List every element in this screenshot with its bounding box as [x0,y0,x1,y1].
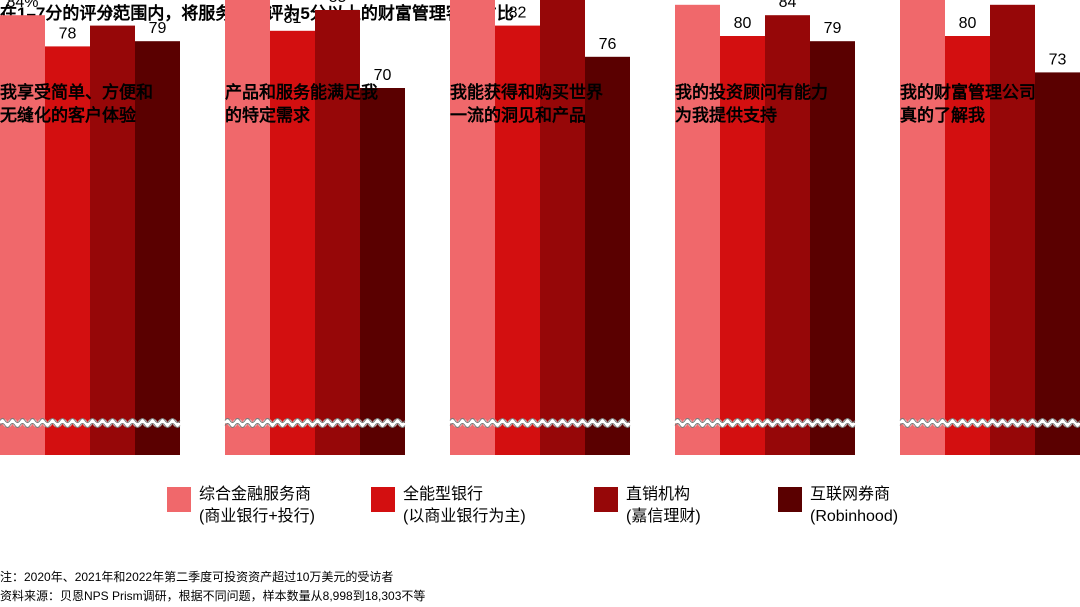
data-label: 86 [689,0,707,1]
panel-title: 我享受简单、方便和 无缝化的客户体验 [0,83,153,125]
data-label: 84 [779,0,797,11]
data-label: 79 [149,20,167,37]
axis-break-line [449,423,631,428]
legend-sublabel: (嘉信理财) [626,508,701,525]
bar-universal-bank [270,30,315,456]
axis-break-line [224,423,406,428]
panel-title: 产品和服务能满足我 的特定需求 [225,83,378,125]
legend-label: 综合金融服务商 [199,486,312,503]
axis-break-line [224,418,406,423]
legend-sublabel: (Robinhood) [810,508,899,525]
bar-direct-seller [90,25,135,455]
legend-label: 互联网券商 [810,486,891,503]
legend-label: 直销机构 [626,486,691,503]
data-label: 80 [959,15,977,32]
data-label: 82 [509,5,527,22]
bar-online-broker [1035,72,1080,456]
axis-break-line [674,418,856,423]
axis-break-line [899,423,1080,428]
axis-break-band [897,418,1080,428]
axis-break-line [0,423,181,428]
legend-sublabel: (商业银行+投行) [199,508,316,525]
data-label: 82 [104,5,122,22]
bar-direct-seller [540,0,585,456]
bar-online-broker [810,41,855,455]
legend-swatch [167,487,191,512]
data-label: 73 [1049,51,1067,68]
legend-swatch [594,487,618,512]
axis-break-line [449,418,631,423]
axis-break-line [0,418,181,423]
axis-break-band [672,418,858,428]
axis-break-band [0,418,183,428]
bar-integrated-provider [0,15,45,455]
panel-title: 我的投资顾问有能力 为我提供支持 [675,83,828,125]
bar-chart: 84%7882798781857090828876868084798980867… [0,0,1080,456]
panel-title: 我能获得和购买世界 一流的洞见和产品 [450,83,603,125]
footnote: 注：2020年、2021年和2022年第二季度可投资资产超过10万美元的受访者 [0,570,394,584]
axis-break-line [674,423,856,428]
legend-swatch [778,487,802,512]
bar-integrated-provider [675,4,720,456]
bar-direct-seller [315,10,360,455]
bar-online-broker [360,88,405,455]
data-label: 76 [599,36,617,53]
axis-break-band [222,418,408,428]
source-note: 资料来源：贝恩NPS Prism调研，根据不同问题，样本数量从8,998到18,… [0,589,426,603]
data-label: 79 [824,20,842,37]
data-label: 80 [734,15,752,32]
axis-break-band [447,418,633,428]
bar-universal-bank [720,36,765,455]
data-label: 78 [59,25,77,42]
legend-label: 全能型银行 [403,486,484,503]
bar-integrated-provider [450,0,495,455]
bar-universal-bank [945,36,990,455]
legend-swatch [371,487,395,512]
legend-sublabel: (以商业银行为主) [403,508,526,525]
panel-title: 我的财富管理公司 真的了解我 [900,83,1036,125]
data-label: 84% [6,0,38,11]
bar-universal-bank [495,25,540,455]
bar-direct-seller [765,15,810,455]
bar-direct-seller [990,4,1035,456]
bar-online-broker [585,56,630,456]
bar-universal-bank [45,46,90,456]
data-label: 70 [374,67,392,84]
bar-integrated-provider [225,0,270,455]
data-label: 85 [329,0,347,6]
data-label: 81 [284,10,302,27]
axis-break-line [899,418,1080,423]
data-label: 86 [1004,0,1022,1]
bar-online-broker [135,41,180,455]
bar-integrated-provider [900,0,945,455]
